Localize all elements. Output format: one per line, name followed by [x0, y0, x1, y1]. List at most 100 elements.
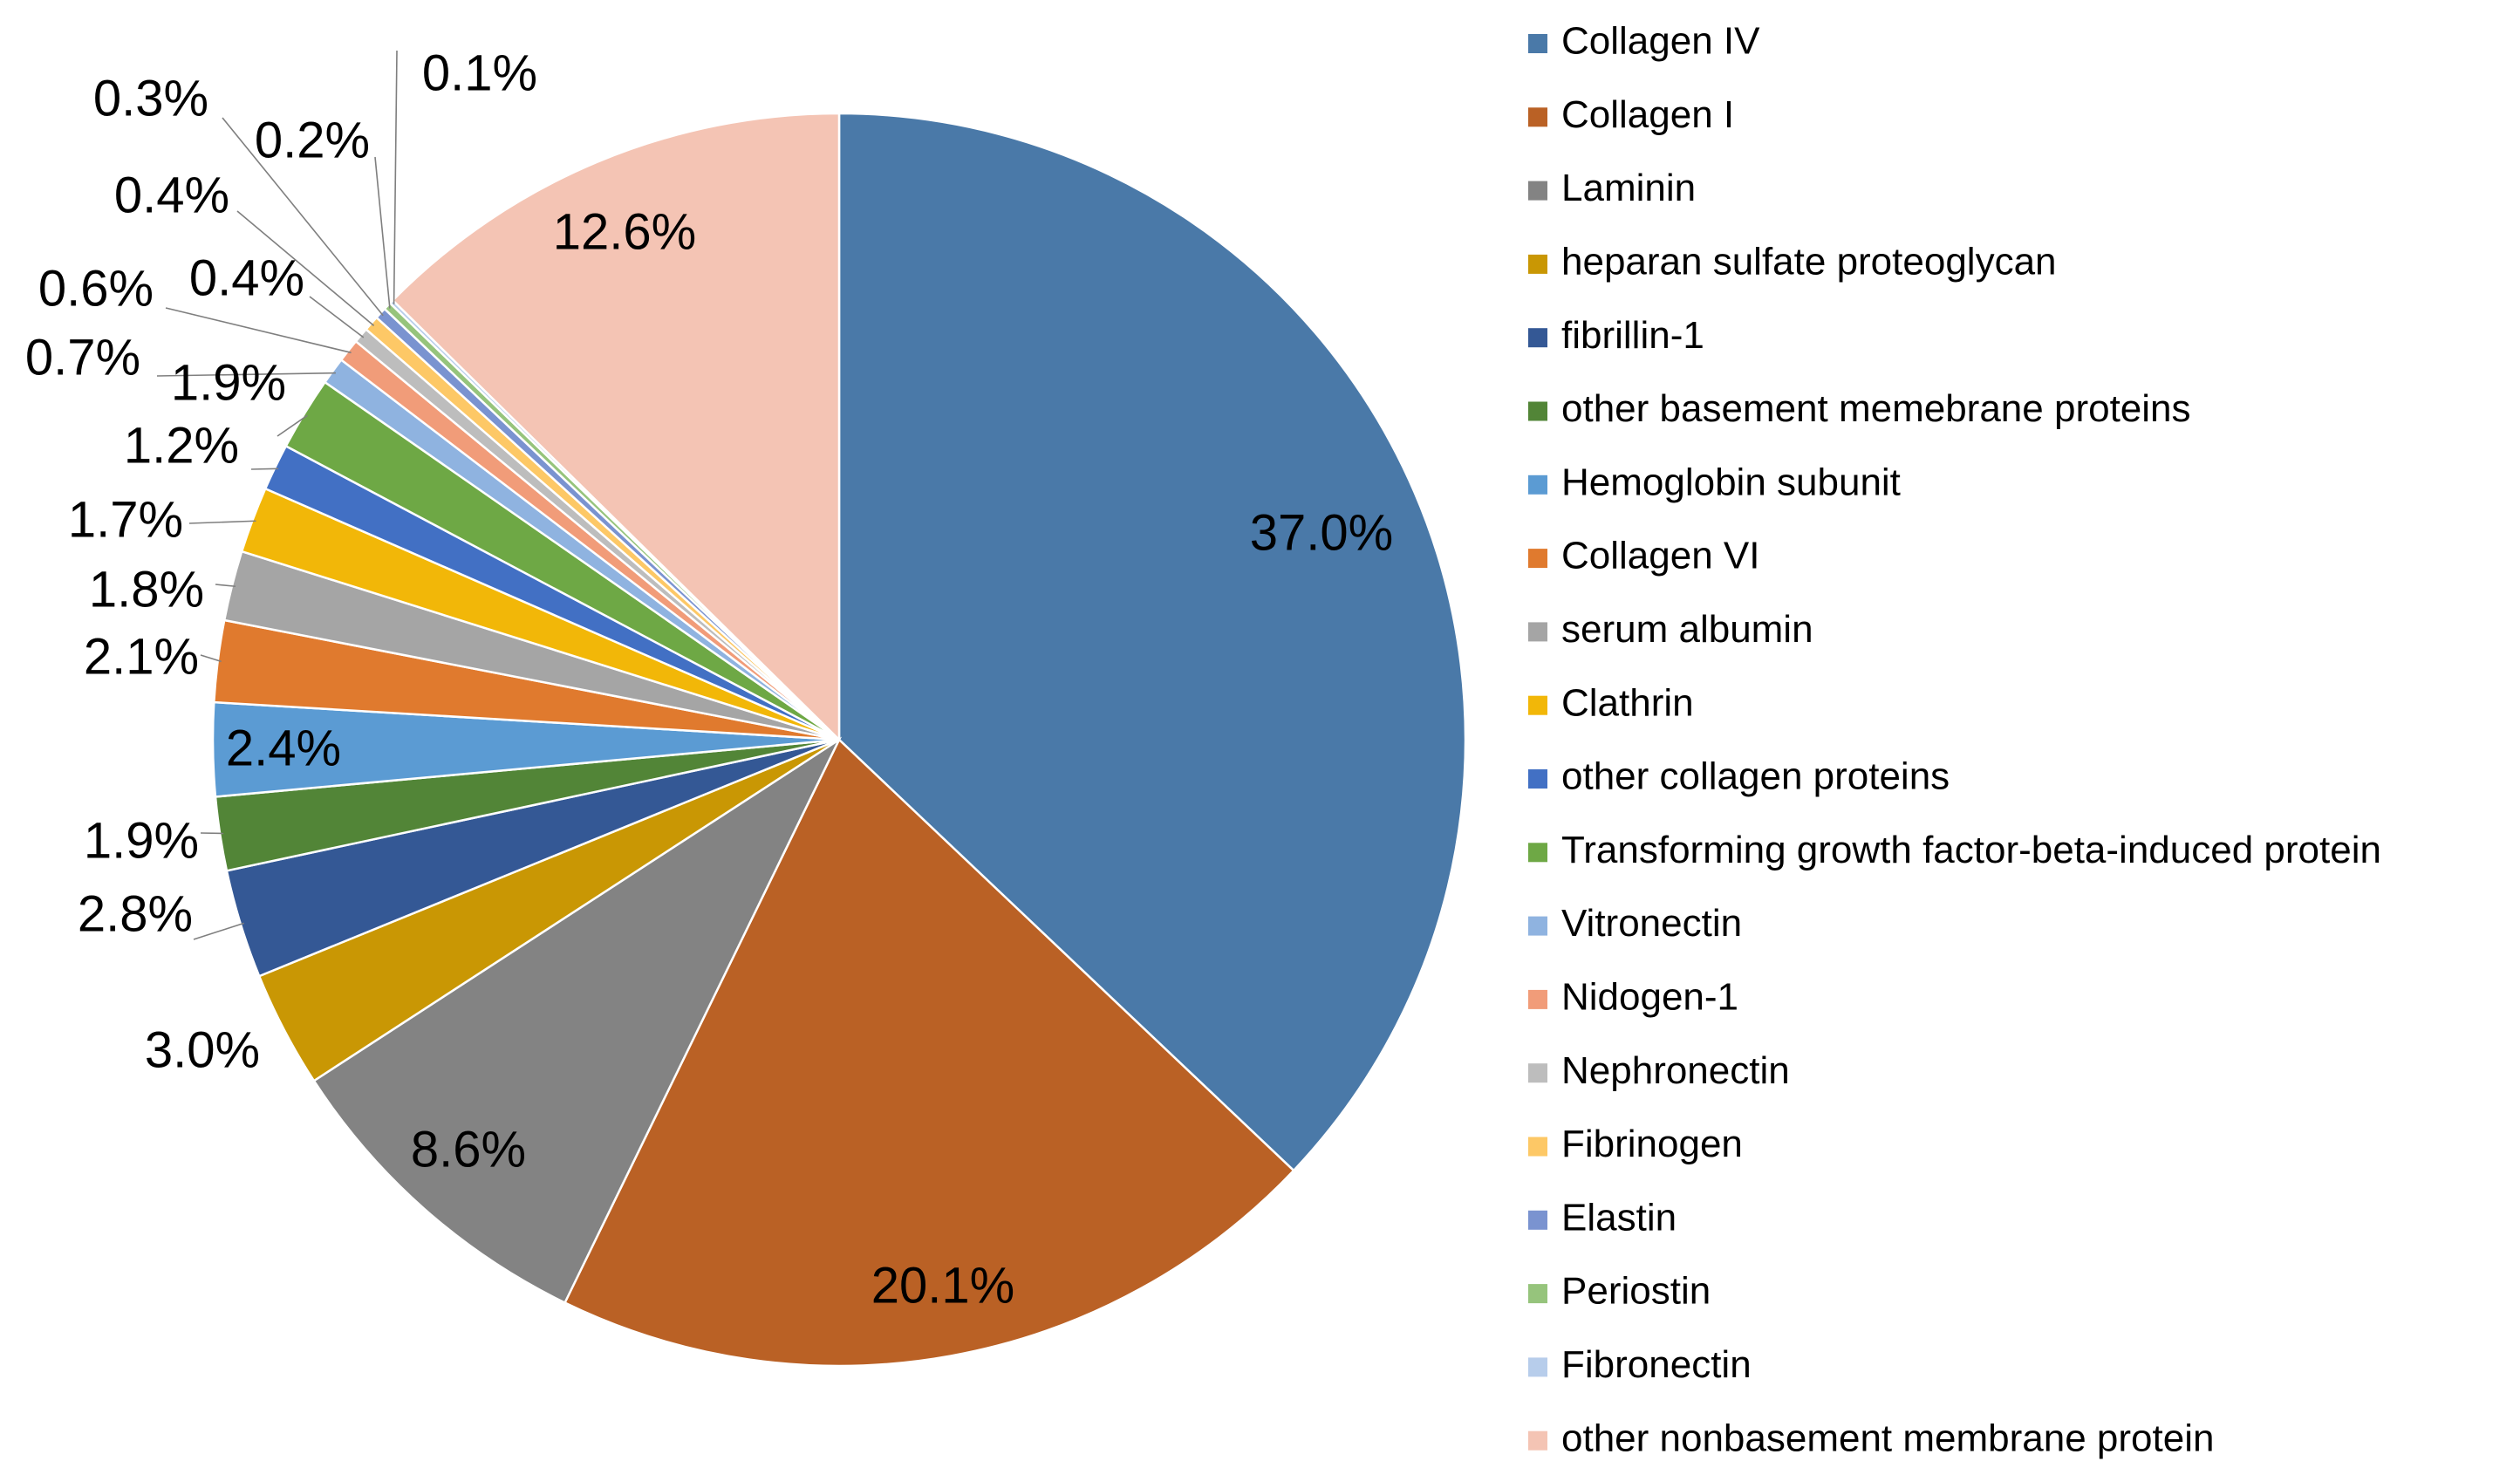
legend-label: Nidogen-1: [1561, 976, 1738, 1019]
legend-swatch: [1528, 916, 1547, 936]
legend-label: other basement memebrane proteins: [1561, 387, 2191, 430]
legend-item-fibronectin: Fibronectin: [1528, 1343, 1752, 1386]
data-label-collagen-iv: 37.0%: [1250, 504, 1393, 561]
pie-slice-collagen-iv: [837, 112, 1467, 1172]
legend-swatch: [1528, 1284, 1547, 1304]
legend-swatch: [1528, 107, 1547, 127]
legend-label: Fibronectin: [1561, 1343, 1752, 1386]
data-label-nephronectin: 0.4%: [189, 249, 304, 306]
legend-label: Laminin: [1561, 167, 1696, 209]
data-label-collagen-i: 20.1%: [871, 1257, 1014, 1314]
legend-swatch: [1528, 843, 1547, 863]
legend-label: Transforming growth factor-beta-induced …: [1561, 829, 2381, 871]
legend-item-vitronectin: Vitronectin: [1528, 902, 1742, 945]
legend-swatch: [1528, 1063, 1547, 1083]
data-label-other-nonbasement-membrane-protein: 12.6%: [553, 203, 696, 260]
legend-label: Elastin: [1561, 1196, 1677, 1239]
legend-label: other nonbasement membrane protein: [1561, 1417, 2214, 1459]
data-label-vitronectin: 0.7%: [25, 329, 140, 386]
legend-item-serum-albumin: serum albumin: [1528, 608, 1813, 651]
data-label-elastin: 0.3%: [93, 70, 208, 126]
leader-line-other-collagen-proteins: [250, 468, 279, 470]
legend-label: Collagen I: [1561, 93, 1734, 136]
legend-item-nephronectin: Nephronectin: [1528, 1049, 1790, 1092]
legend-label: Periostin: [1561, 1270, 1711, 1313]
data-label-nidogen-1: 0.6%: [38, 260, 154, 317]
data-label-clathrin: 1.7%: [68, 491, 183, 548]
legend-item-laminin: Laminin: [1528, 167, 1696, 209]
legend-item-other-basement-memebrane-proteins: other basement memebrane proteins: [1528, 387, 2191, 430]
data-label-laminin: 8.6%: [411, 1121, 526, 1178]
legend-item-collagen-i: Collagen I: [1528, 93, 1734, 136]
legend-swatch: [1528, 1210, 1547, 1230]
legend-label: other collagen proteins: [1561, 755, 1950, 798]
data-label-transforming-growth-factor-beta-induced-protein: 1.9%: [171, 354, 286, 411]
data-labels: 37.0% 20.1% 8.6% 3.0% 2.8% 1.9% 2.4% 2.1% 1.8% 1.…: [25, 44, 1393, 1314]
legend-item-hemoglobin-subunit: Hemoglobin subunit: [1528, 461, 1901, 503]
legend-label: fibrillin-1: [1561, 314, 1704, 357]
legend-item-periostin: Periostin: [1528, 1270, 1711, 1313]
legend-swatch: [1528, 549, 1547, 569]
legend-item-nidogen-1: Nidogen-1: [1528, 976, 1738, 1019]
legend-swatch: [1528, 695, 1547, 715]
legend-item-collagen-iv: Collagen IV: [1528, 20, 1760, 63]
pie-slices: [211, 112, 1467, 1368]
legend-item-fibrinogen: Fibrinogen: [1528, 1123, 1743, 1165]
leader-line-nidogen-1: [165, 307, 352, 354]
data-label-heparan-sulfate-proteoglycan: 3.0%: [145, 1021, 260, 1078]
legend-label: serum albumin: [1561, 608, 1813, 651]
legend: Collagen IV Collagen I Laminin heparan sulf…: [1528, 20, 2381, 1459]
legend-swatch: [1528, 401, 1547, 421]
leader-line-serum-albumin: [215, 584, 236, 588]
data-label-fibronectin: 0.1%: [422, 44, 537, 101]
leader-line-clathrin: [188, 520, 256, 524]
legend-swatch: [1528, 475, 1547, 495]
legend-label: Hemoglobin subunit: [1561, 461, 1901, 503]
leader-line-fibrillin-1: [193, 922, 244, 940]
legend-swatch: [1528, 34, 1547, 53]
legend-swatch: [1528, 328, 1547, 348]
legend-swatch: [1528, 622, 1547, 642]
data-label-other-collagen-proteins: 1.2%: [124, 417, 239, 474]
legend-swatch: [1528, 989, 1547, 1009]
legend-item-fibrillin-1: fibrillin-1: [1528, 314, 1704, 357]
leader-line-fibronectin: [393, 50, 398, 304]
data-label-fibrinogen: 0.4%: [114, 167, 229, 223]
pie-slice-laminin: [312, 736, 843, 1305]
legend-item-other-collagen-proteins: other collagen proteins: [1528, 755, 1950, 798]
legend-swatch: [1528, 181, 1547, 201]
legend-swatch: [1528, 254, 1547, 274]
pie-slice-other-nonbasement-membrane-protein: [391, 112, 841, 742]
legend-swatch: [1528, 769, 1547, 789]
leader-line-periostin: [374, 156, 391, 309]
leader-line-collagen-vi: [200, 654, 222, 663]
leader-line-nephronectin: [309, 296, 365, 338]
leader-line-transforming-growth-factor-beta-induced-protein: [277, 414, 308, 437]
leader-line-fibrinogen: [236, 210, 375, 326]
pie-slice-collagen-i: [563, 737, 1295, 1368]
legend-item-clathrin: Clathrin: [1528, 681, 1694, 724]
legend-swatch: [1528, 1430, 1547, 1451]
legend-item-other-nonbasement-membrane-protein: other nonbasement membrane protein: [1528, 1417, 2214, 1459]
legend-label: Clathrin: [1561, 681, 1694, 724]
data-label-hemoglobin-subunit: 2.4%: [226, 720, 341, 776]
legend-label: Fibrinogen: [1561, 1123, 1743, 1165]
legend-item-heparan-sulfate-proteoglycan: heparan sulfate proteoglycan: [1528, 241, 2057, 283]
legend-label: Collagen VI: [1561, 535, 1759, 577]
data-label-collagen-vi: 2.1%: [84, 628, 199, 685]
leader-lines: [156, 50, 398, 940]
data-label-fibrillin-1: 2.8%: [78, 885, 193, 942]
leader-line-vitronectin: [156, 372, 336, 377]
legend-label: Nephronectin: [1561, 1049, 1790, 1092]
legend-swatch: [1528, 1137, 1547, 1157]
data-label-serum-albumin: 1.8%: [89, 561, 204, 618]
data-label-other-basement-memebrane-proteins: 1.9%: [84, 812, 199, 869]
data-label-periostin: 0.2%: [255, 112, 370, 168]
legend-swatch: [1528, 1357, 1547, 1377]
legend-item-transforming-growth-factor-beta-induced-protein: Transforming growth factor-beta-induced …: [1528, 829, 2381, 871]
legend-item-collagen-vi: Collagen VI: [1528, 535, 1759, 577]
leader-line-elastin: [222, 117, 384, 317]
legend-label: Vitronectin: [1561, 902, 1742, 945]
